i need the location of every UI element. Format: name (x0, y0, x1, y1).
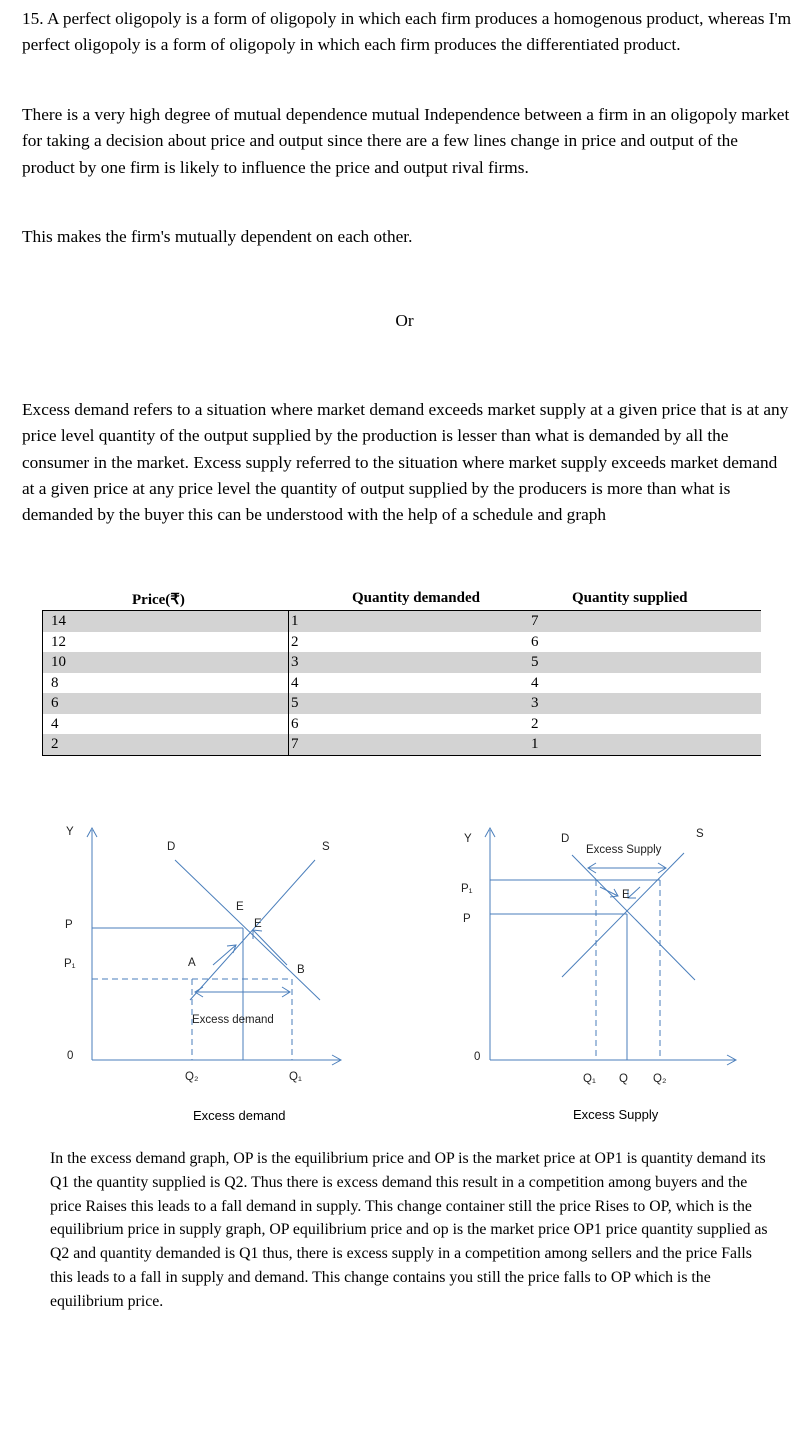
header-quantity-demanded: Quantity demanded (352, 590, 480, 606)
p1-label: P₁ (461, 883, 473, 895)
demand-curve (571, 854, 696, 981)
cell-quantity-demanded: 4 (288, 672, 307, 693)
arrow-b-to-e (252, 929, 288, 966)
table-row: 8 4 4 (42, 672, 761, 693)
table-row: 2 7 1 (42, 734, 761, 755)
header-quantity-supplied: Quantity supplied (572, 590, 688, 606)
s-label: S (322, 841, 330, 853)
q1-label: Q₁ (289, 1071, 302, 1083)
cell-price: 2 (51, 736, 59, 752)
excess-demand-caption: Excess demand (193, 1108, 286, 1123)
y-label: Y (464, 833, 472, 845)
header-price: Price(₹) (132, 592, 185, 608)
cell-quantity-demanded: 1 (288, 611, 307, 632)
y-axis-arrow (484, 826, 496, 838)
origin-label: 0 (474, 1051, 480, 1063)
d-label: D (167, 841, 175, 853)
or-separator: Or (395, 311, 414, 330)
b-label: B (297, 964, 305, 976)
e-label: E (622, 889, 630, 901)
p-label: P (65, 919, 73, 931)
cell-quantity-supplied: 2 (531, 715, 539, 732)
cell-quantity-supplied: 4 (531, 674, 539, 691)
table-row: 6 5 3 (42, 693, 761, 714)
arrow-a-to-e (212, 944, 237, 966)
table-row: 10 3 5 (42, 652, 761, 673)
q1-label: Q₁ (583, 1073, 596, 1085)
a-label: A (188, 957, 196, 969)
q2-label: Q₂ (185, 1071, 198, 1083)
paragraph-mutual-dependence: There is a very high degree of mutual de… (22, 105, 790, 177)
s-label: S (696, 828, 704, 840)
cell-quantity-supplied: 7 (531, 613, 539, 629)
origin-label: 0 (67, 1050, 73, 1062)
q-label: Q (619, 1073, 628, 1085)
table-row: 4 6 2 (42, 713, 761, 734)
cell-price: 10 (51, 654, 66, 670)
excess-demand-label: Excess demand (192, 1014, 274, 1026)
excess-supply-label: Excess Supply (586, 844, 662, 856)
e-label: E (236, 901, 244, 913)
x-axis-arrow (726, 1054, 738, 1066)
paragraph-excess-demand: Excess demand refers to a situation wher… (22, 400, 789, 525)
arrow-to-e-right (627, 886, 641, 899)
d-label: D (561, 833, 569, 845)
excess-supply-caption: Excess Supply (573, 1107, 659, 1122)
q2-label: Q₂ (653, 1073, 666, 1085)
cell-price: 8 (51, 674, 59, 691)
cell-price: 12 (51, 633, 66, 650)
demand-curve (174, 859, 321, 1001)
cell-quantity-supplied: 3 (531, 695, 539, 711)
cell-quantity-supplied: 6 (531, 633, 539, 650)
x-axis-arrow (331, 1054, 343, 1066)
e-label-2: E (254, 918, 262, 930)
paragraph-mutually-dependent: This makes the firm's mutually dependent… (22, 227, 413, 246)
table-row: 12 2 6 (42, 631, 761, 652)
p1-label: P₁ (64, 958, 76, 970)
paragraph-oligopoly: 15. A perfect oligopoly is a form of oli… (22, 9, 792, 55)
excess-supply-graph: Y P₁ P 0 D S Excess Supply E Q₁ Q Q₂ (450, 815, 750, 1090)
supply-curve (561, 852, 685, 978)
y-axis-arrow (86, 826, 98, 838)
cell-quantity-demanded: 3 (288, 652, 307, 673)
cell-price: 6 (51, 695, 59, 711)
p-label: P (463, 913, 471, 925)
cell-quantity-demanded: 5 (288, 693, 307, 714)
cell-quantity-demanded: 7 (288, 734, 307, 755)
arrow-to-e-left (599, 886, 619, 897)
paragraph-graph-explanation: In the excess demand graph, OP is the eq… (50, 1150, 768, 1310)
table-row: 14 1 7 (42, 611, 761, 632)
cell-quantity-demanded: 6 (288, 713, 307, 734)
excess-demand-graph: Y P P₁ 0 D S E E A B Excess demand Q₂ Q₁ (40, 815, 360, 1090)
y-label: Y (66, 826, 74, 838)
table-body: 14 1 7 12 2 6 10 3 5 8 4 4 6 5 3 4 6 2 2 7 1 (42, 611, 761, 755)
cell-quantity-demanded: 2 (288, 631, 307, 652)
demand-supply-schedule-table: Price(₹) Quantity demanded Quantity supp… (42, 590, 761, 756)
table-header: Price(₹) Quantity demanded Quantity supp… (42, 590, 761, 611)
cell-price: 4 (51, 715, 59, 732)
cell-quantity-supplied: 1 (531, 736, 539, 752)
cell-price: 14 (51, 613, 66, 629)
cell-quantity-supplied: 5 (531, 654, 539, 670)
